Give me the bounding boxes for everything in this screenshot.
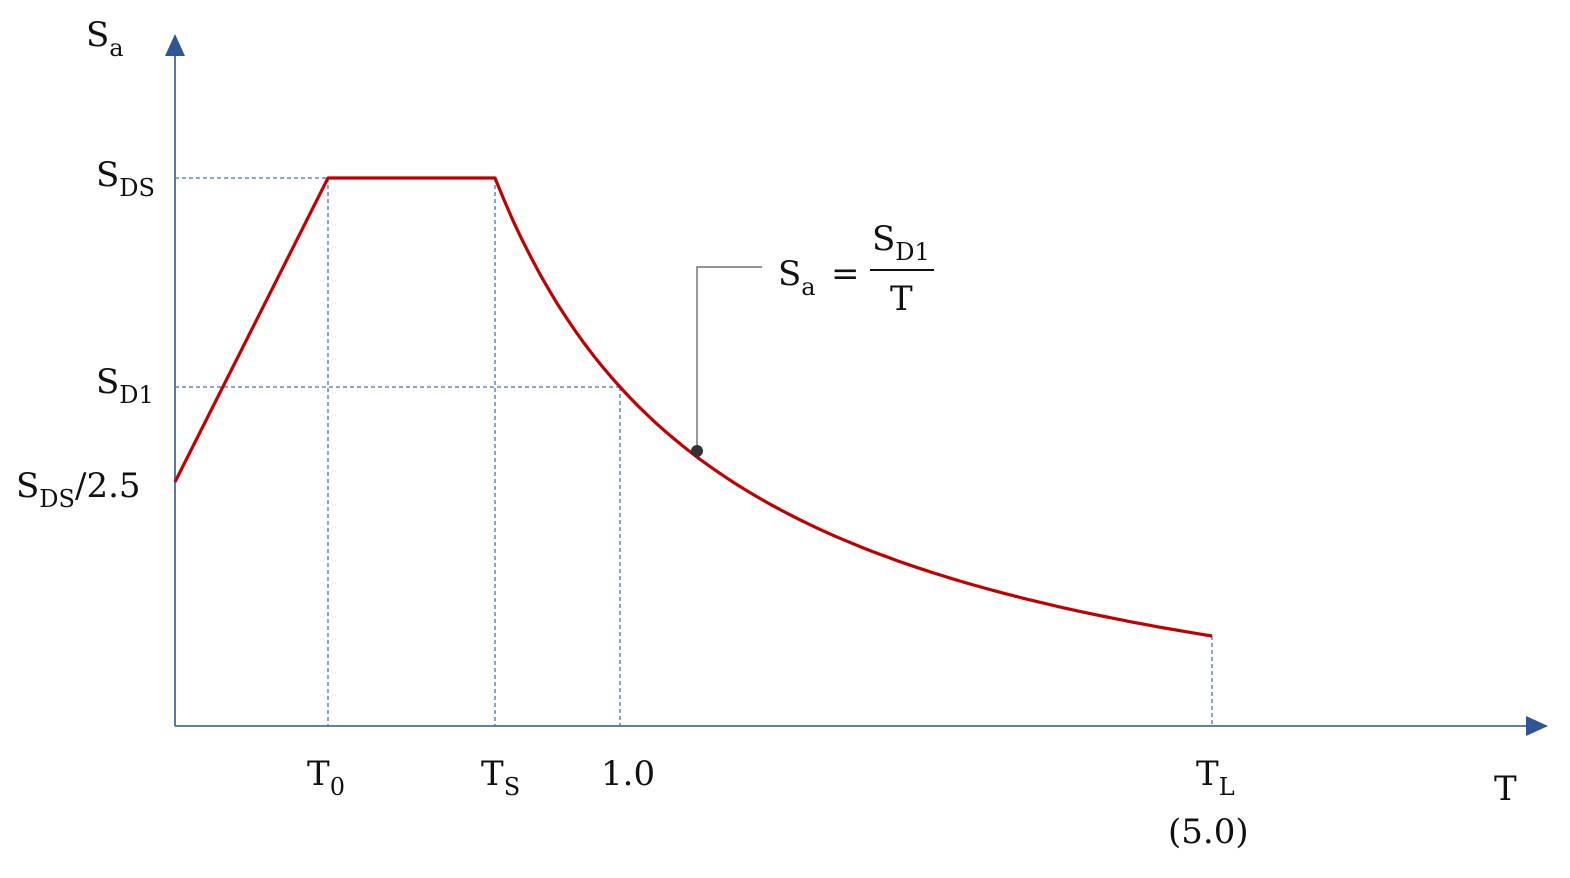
x-tick-label-tl-value: (5.0) bbox=[1168, 812, 1249, 852]
formula-annotation: Sa = SD1 T bbox=[778, 219, 934, 319]
y-axis-label-sub: a bbox=[109, 34, 123, 62]
formula-lhs: Sa bbox=[778, 254, 816, 301]
x-tick-label-1-0: 1.0 bbox=[601, 754, 655, 794]
formula-numerator: SD1 bbox=[872, 219, 930, 266]
x-tick-label-t0: T0 bbox=[307, 754, 345, 801]
y-axis-label-main: S bbox=[86, 15, 109, 55]
y-tick-label-sd1: SD1 bbox=[96, 362, 154, 409]
y-axis-arrow-icon bbox=[165, 34, 185, 56]
response-spectrum-curve bbox=[173, 176, 1213, 638]
annotation-leader-line bbox=[696, 266, 762, 450]
x-axis-label: T bbox=[1494, 769, 1517, 809]
y-tick-label-sds: SDS bbox=[96, 155, 155, 202]
y-tick-label-sds-over-2-5: SDS/2.5 bbox=[16, 466, 141, 513]
x-axis-arrow-icon bbox=[1526, 716, 1548, 736]
x-tick-label-tl: TL bbox=[1196, 754, 1235, 801]
annotation-point-marker bbox=[691, 445, 703, 457]
formula-denominator: T bbox=[890, 279, 913, 319]
formula-equals: = bbox=[831, 254, 860, 294]
x-tick-label-ts: TS bbox=[481, 754, 520, 801]
y-axis-label: Sa bbox=[86, 15, 124, 62]
